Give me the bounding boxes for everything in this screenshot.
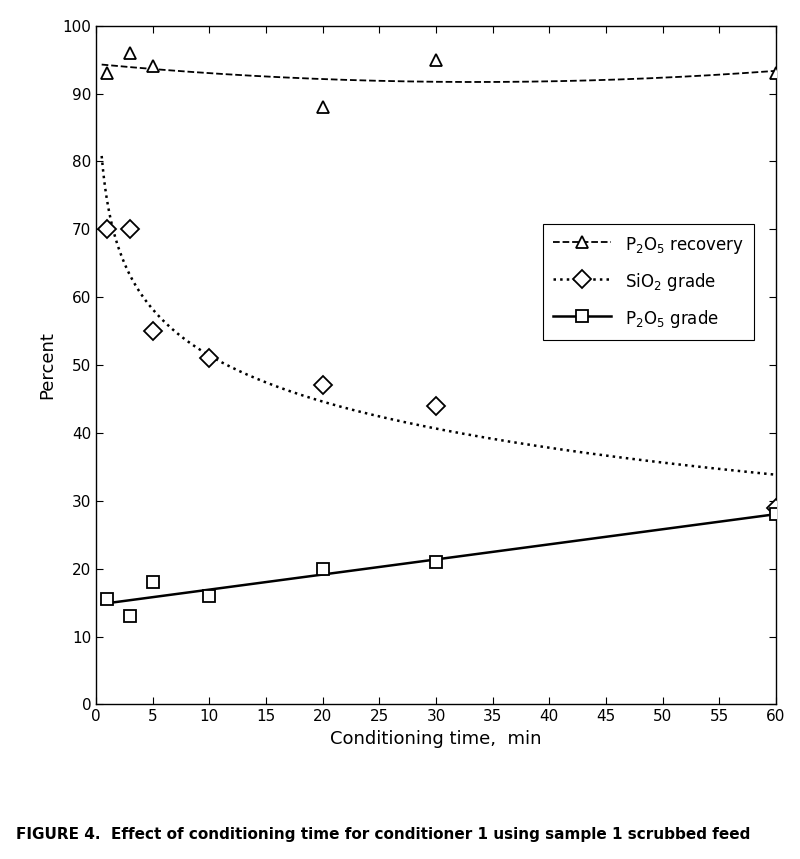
X-axis label: Conditioning time,  min: Conditioning time, min [330,730,542,748]
Text: FIGURE 4.  Effect of conditioning time for conditioner 1 using sample 1 scrubbed: FIGURE 4. Effect of conditioning time fo… [16,827,750,842]
Y-axis label: Percent: Percent [38,331,57,399]
Legend: P$_2$O$_5$ recovery, SiO$_2$ grade, P$_2$O$_5$ grade: P$_2$O$_5$ recovery, SiO$_2$ grade, P$_2… [543,224,754,340]
